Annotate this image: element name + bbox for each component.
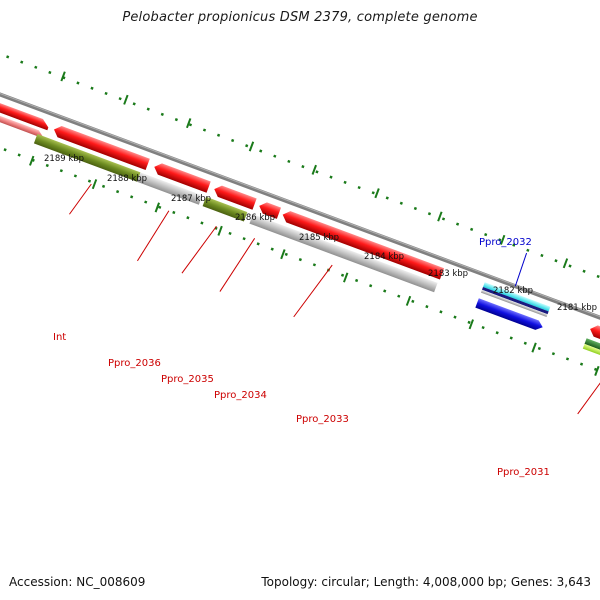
leader-2033 xyxy=(293,264,333,318)
leader-2032 xyxy=(514,252,528,287)
gene-track xyxy=(33,134,600,374)
upper-ruler-dots xyxy=(0,34,600,330)
kbp-label: 2182 kbp xyxy=(493,286,533,296)
gene-feature-2032-gray[interactable] xyxy=(480,289,548,318)
genome-summary-text: Topology: circular; Length: 4,008,000 bp… xyxy=(261,575,591,589)
leader-int xyxy=(69,183,92,215)
kbp-label: 2186 kbp xyxy=(235,213,275,223)
lower-ruler-dots xyxy=(0,116,600,412)
gene-feature-2032-dark[interactable] xyxy=(481,286,549,315)
gene-label-2031[interactable]: Ppro_2031 xyxy=(497,467,550,478)
gene-feature-int[interactable] xyxy=(33,134,141,182)
cds-feature-2034[interactable] xyxy=(212,184,257,210)
kbp-label: 2183 kbp xyxy=(428,269,468,279)
kbp-label: 2185 kbp xyxy=(299,233,339,243)
cds-feature-2036[interactable] xyxy=(52,124,150,171)
gene-label-int[interactable]: Int xyxy=(53,332,66,343)
gene-feature-2035[interactable] xyxy=(202,196,248,222)
gene-label-2033[interactable]: Ppro_2033 xyxy=(296,414,349,425)
gene-label-2032[interactable]: Ppro_2032 xyxy=(479,237,532,248)
gene-feature-2032-cyan[interactable] xyxy=(483,282,551,312)
leader-2031 xyxy=(577,371,600,415)
cds-feature-int-light[interactable] xyxy=(0,82,46,139)
kbp-label: 2181 kbp xyxy=(557,303,597,313)
leader-2034 xyxy=(219,238,256,292)
kbp-label: 2187 kbp xyxy=(171,194,211,204)
gene-label-2035[interactable]: Ppro_2035 xyxy=(161,374,214,385)
gene-feature-2032[interactable] xyxy=(475,298,544,332)
cds-feature-int[interactable] xyxy=(0,71,50,131)
gene-feature-2033[interactable] xyxy=(249,214,438,293)
cds-track xyxy=(0,71,600,357)
kbp-labels: 2189 kbp 2188 kbp 2187 kbp 2186 kbp 2185… xyxy=(44,154,597,313)
gene-label-2036[interactable]: Ppro_2036 xyxy=(108,358,161,369)
kbp-label: 2188 kbp xyxy=(107,174,147,184)
upper-ruler-ticks xyxy=(60,71,569,269)
accession-text: Accession: NC_008609 xyxy=(9,575,146,589)
kbp-label: 2184 kbp xyxy=(364,252,404,262)
upper-ruler xyxy=(0,34,600,330)
gene-labels: Int Ppro_2036 Ppro_2035 Ppro_2034 Ppro_2… xyxy=(53,237,550,478)
genome-backbone xyxy=(0,62,600,373)
gene-feature-2036[interactable] xyxy=(136,172,203,205)
leader-2036 xyxy=(137,210,170,262)
gene-label-2034[interactable]: Ppro_2034 xyxy=(214,390,267,401)
cds-feature-2033[interactable] xyxy=(281,209,445,280)
label-leaders xyxy=(69,183,600,415)
leader-2035 xyxy=(181,225,217,274)
genome-backbone-highlight xyxy=(0,62,600,371)
lower-ruler-ticks xyxy=(29,155,600,376)
cds-feature-2034b[interactable] xyxy=(257,200,282,219)
lower-ruler xyxy=(0,116,600,412)
kbp-label: 2189 kbp xyxy=(44,154,84,164)
cds-feature-2035[interactable] xyxy=(152,161,211,193)
map-title: Pelobacter propionicus DSM 2379, complet… xyxy=(122,10,478,25)
